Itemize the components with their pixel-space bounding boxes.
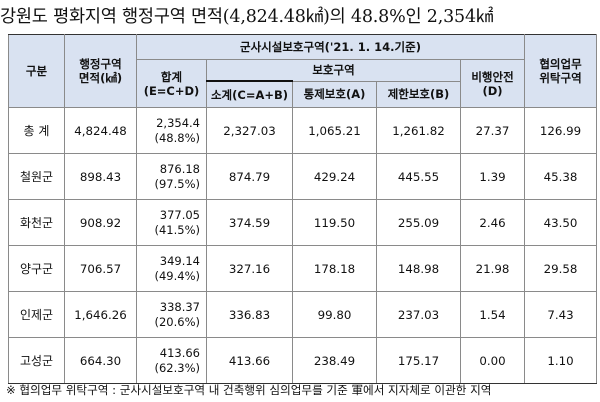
header-consult-zone: 협의업무 위탁구역 [524,34,598,108]
cell-restrict: 445.55 [376,153,461,200]
cell-flight: 1.39 [459,153,526,200]
military-zone-area-table: 구분 행정구역 면적(㎢) 군사시설보호구역('21. 1. 14.기준) 협의업… [8,34,598,384]
cell-control: 178.18 [292,245,377,292]
cell-subtotal: 374.59 [206,199,293,246]
cell-consult: 126.99 [524,107,598,154]
cell-area: 664.30 [64,337,137,384]
cell-consult: 45.38 [524,153,598,200]
header-total: 합계 (E=C+D) [136,59,207,108]
cell-flight: 1.54 [459,291,526,338]
cell-subtotal: 2,327.03 [206,107,293,154]
cell-subtotal: 413.66 [206,337,293,384]
header-gubun: 구분 [8,34,65,108]
cell-consult: 7.43 [524,291,598,338]
document-title: 강원도 평화지역 행정구역 면적(4,824.48㎢)의 48.8%인 2,35… [0,7,494,27]
row-name: 화천군 [8,199,65,246]
cell-restrict: 175.17 [376,337,461,384]
cell-total: 2,354.4 (48.8%) [136,107,207,154]
header-flight-safety: 비행안전 (D) [459,59,526,108]
row-name: 인제군 [8,291,65,338]
cell-restrict: 237.03 [376,291,461,338]
cell-total: 876.18 (97.5%) [136,153,207,200]
cell-subtotal: 874.79 [206,153,293,200]
cell-total: 338.37 (20.6%) [136,291,207,338]
cell-area: 4,824.48 [64,107,137,154]
cell-flight: 0.00 [459,337,526,384]
header-admin-area: 행정구역 면적(㎢) [64,34,137,108]
cell-area: 908.92 [64,199,137,246]
row-name: 고성군 [8,337,65,384]
cell-subtotal: 336.83 [206,291,293,338]
row-name: 총 계 [8,107,65,154]
cell-flight: 27.37 [459,107,526,154]
cell-control: 99.80 [292,291,377,338]
table-row-inje: 인제군 1,646.26 338.37 (20.6%) 336.83 99.80 … [8,291,598,338]
footnote: ※ 협의업무 위탁구역 : 군사시설보호구역 내 건축행위 심의업무를 기준 軍… [6,383,492,397]
cell-subtotal: 327.16 [206,245,293,292]
cell-restrict: 255.09 [376,199,461,246]
cell-total: 413.66 (62.3%) [136,337,207,384]
cell-consult: 1.10 [524,337,598,384]
header-protection-zone: 보호구역 [206,59,461,82]
cell-area: 898.43 [64,153,137,200]
cell-total: 349.14 (49.4%) [136,245,207,292]
cell-consult: 29.58 [524,245,598,292]
header-control-protection: 통제보호(A) [292,80,377,108]
row-name: 양구군 [8,245,65,292]
cell-restrict: 1,261.82 [376,107,461,154]
row-name: 철원군 [8,153,65,200]
table-row-goseong: 고성군 664.30 413.66 (62.3%) 413.66 238.49 1… [8,337,598,384]
cell-control: 429.24 [292,153,377,200]
header-subtotal: 소계(C=A+B) [206,80,293,108]
table-row-hwacheon: 화천군 908.92 377.05 (41.5%) 374.59 119.50 2… [8,199,598,246]
cell-consult: 43.50 [524,199,598,246]
header-military-protection-zone: 군사시설보호구역('21. 1. 14.기준) [135,34,526,60]
header-restricted-protection: 제한보호(B) [376,80,461,108]
cell-control: 119.50 [292,199,377,246]
table-row-yanggu: 양구군 706.57 349.14 (49.4%) 327.16 178.18 1… [8,245,598,292]
cell-control: 1,065.21 [292,107,377,154]
cell-restrict: 148.98 [376,245,461,292]
cell-area: 1,646.26 [64,291,137,338]
table-row-cheorwon: 철원군 898.43 876.18 (97.5%) 874.79 429.24 4… [8,153,598,200]
table-row-total: 총 계 4,824.48 2,354.4 (48.8%) 2,327.03 1,0… [8,107,598,154]
cell-control: 238.49 [292,337,377,384]
cell-area: 706.57 [64,245,137,292]
cell-total: 377.05 (41.5%) [136,199,207,246]
cell-flight: 21.98 [459,245,526,292]
cell-flight: 2.46 [459,199,526,246]
